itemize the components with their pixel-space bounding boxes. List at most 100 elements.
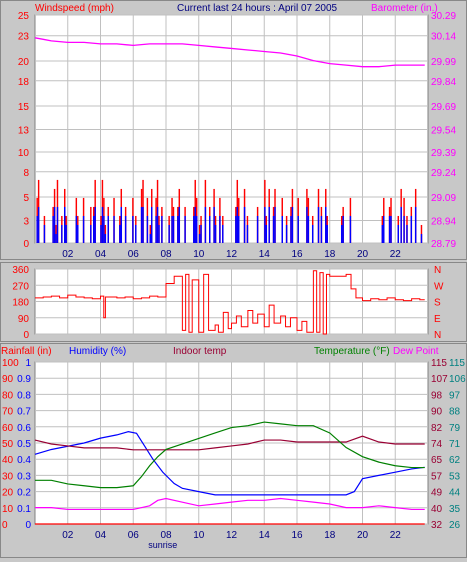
- indoor-tick-label: 65: [431, 455, 443, 466]
- avg-wind-bar: [168, 224, 170, 243]
- avg-wind-bar: [55, 233, 57, 243]
- rainfall-tick-label: 30: [2, 471, 14, 482]
- avg-wind-bar: [243, 206, 246, 243]
- avg-wind-bar: [403, 215, 405, 243]
- barometer-tick-label: 29.24: [431, 168, 456, 179]
- x-tick-label: 16: [291, 530, 303, 541]
- direction-tick-label: 180: [12, 298, 29, 309]
- avg-wind-bar: [320, 215, 323, 243]
- indoor-tick-label: 90: [431, 407, 443, 418]
- rainfall-axis-title: Rainfall (in): [1, 346, 52, 357]
- temperature-tick-label: 106: [449, 374, 466, 385]
- avg-wind-bar: [149, 233, 152, 243]
- wind-tick-label: 5: [23, 193, 29, 204]
- avg-wind-bar: [177, 215, 179, 243]
- avg-wind-bar: [61, 224, 63, 243]
- humidity-tick-label: 0: [25, 520, 31, 531]
- avg-wind-bar: [400, 206, 402, 243]
- rainfall-tick-label: 80: [2, 390, 14, 401]
- avg-wind-bar: [184, 215, 186, 243]
- avg-wind-bar: [82, 215, 85, 243]
- avg-wind-bar: [214, 224, 217, 243]
- wind-tick-label: 3: [23, 216, 29, 227]
- avg-wind-bar: [219, 215, 221, 243]
- avg-wind-bar: [113, 215, 115, 243]
- avg-wind-bar: [64, 206, 66, 243]
- x-tick-label: 10: [193, 249, 205, 259]
- x-tick-label: 22: [390, 530, 402, 541]
- x-tick-label: 10: [193, 530, 205, 541]
- climate-panel: Rainfall (in) Humidity (%) Indoor temp Temp…: [0, 343, 467, 558]
- humidity-tick-label: 0.8: [17, 390, 31, 401]
- avg-wind-bar: [307, 215, 310, 243]
- rainfall-tick-label: 20: [2, 488, 14, 499]
- barometer-tick-label: 29.99: [431, 57, 456, 68]
- avg-wind-bar: [326, 224, 328, 243]
- temperature-tick-label: 79: [449, 423, 461, 434]
- barometer-line: [34, 37, 425, 68]
- sunrise-label: sunrise: [148, 540, 177, 550]
- compass-label: N: [434, 265, 441, 276]
- wind-tick-label: 25: [18, 11, 30, 22]
- indoor-tick-label: 40: [431, 504, 443, 515]
- avg-wind-bar: [77, 224, 79, 243]
- wind-tick-label: 10: [18, 148, 30, 159]
- avg-wind-bar: [414, 206, 417, 243]
- barometer-tick-label: 28.94: [431, 216, 456, 227]
- avg-wind-bar: [132, 215, 134, 243]
- x-tick-label: 04: [95, 249, 107, 259]
- avg-wind-bar: [119, 224, 121, 243]
- avg-wind-bar: [274, 206, 276, 243]
- indoor-tick-label: 57: [431, 471, 443, 482]
- rainfall-tick-label: 100: [2, 358, 19, 369]
- sunrise-label: sunrise: [148, 257, 177, 259]
- avg-wind-bar: [209, 215, 211, 243]
- compass-label: E: [434, 314, 441, 325]
- rainfall-tick-label: 50: [2, 439, 14, 450]
- barometer-tick-label: 29.84: [431, 77, 456, 88]
- avg-wind-bar: [306, 206, 308, 243]
- avg-wind-bar: [161, 215, 163, 243]
- avg-wind-bar: [406, 224, 408, 243]
- wind-tick-label: 13: [18, 125, 30, 136]
- avg-wind-bar: [238, 215, 240, 243]
- rainfall-tick-label: 60: [2, 423, 14, 434]
- avg-wind-bar: [94, 206, 96, 243]
- barometer-tick-label: 30.14: [431, 32, 456, 43]
- avg-wind-bar: [158, 224, 160, 243]
- temperature-tick-label: 35: [449, 504, 461, 515]
- x-tick-label: 02: [62, 249, 74, 259]
- humidity-tick-label: 1: [25, 358, 31, 369]
- avg-wind-bar: [235, 215, 237, 243]
- climate-chart: Rainfall (in) Humidity (%) Indoor temp Temp…: [1, 346, 466, 550]
- avg-wind-bar: [172, 215, 175, 243]
- humidity-line: [34, 431, 425, 496]
- avg-wind-bar: [101, 206, 104, 243]
- x-tick-label: 06: [128, 530, 140, 541]
- avg-wind-bar: [171, 215, 173, 243]
- indoor-tick-label: 82: [431, 423, 443, 434]
- avg-wind-bar: [325, 206, 327, 243]
- avg-wind-bar: [349, 215, 352, 243]
- rainfall-tick-label: 70: [2, 407, 14, 418]
- avg-wind-bar: [290, 215, 292, 243]
- avg-wind-bar: [36, 215, 38, 243]
- temperature-tick-label: 44: [449, 488, 461, 499]
- avg-wind-bar: [264, 206, 266, 243]
- avg-wind-bar: [124, 215, 127, 243]
- compass-label: W: [434, 281, 444, 292]
- humidity-tick-label: 0.5: [17, 439, 31, 450]
- avg-wind-bar: [120, 206, 123, 243]
- temperature-tick-label: 53: [449, 471, 461, 482]
- dewpoint-line: [35, 497, 425, 511]
- wind-tick-label: 20: [18, 57, 30, 68]
- avg-wind-bar: [388, 215, 391, 243]
- avg-wind-bar: [236, 206, 239, 243]
- x-tick-label: 06: [128, 249, 140, 259]
- avg-wind-bar: [272, 215, 275, 243]
- avg-wind-bar: [103, 215, 105, 243]
- wind-tick-label: 8: [23, 168, 29, 179]
- avg-wind-bar: [90, 224, 92, 243]
- x-tick-label: 14: [259, 530, 271, 541]
- wind-tick-label: 23: [18, 32, 30, 43]
